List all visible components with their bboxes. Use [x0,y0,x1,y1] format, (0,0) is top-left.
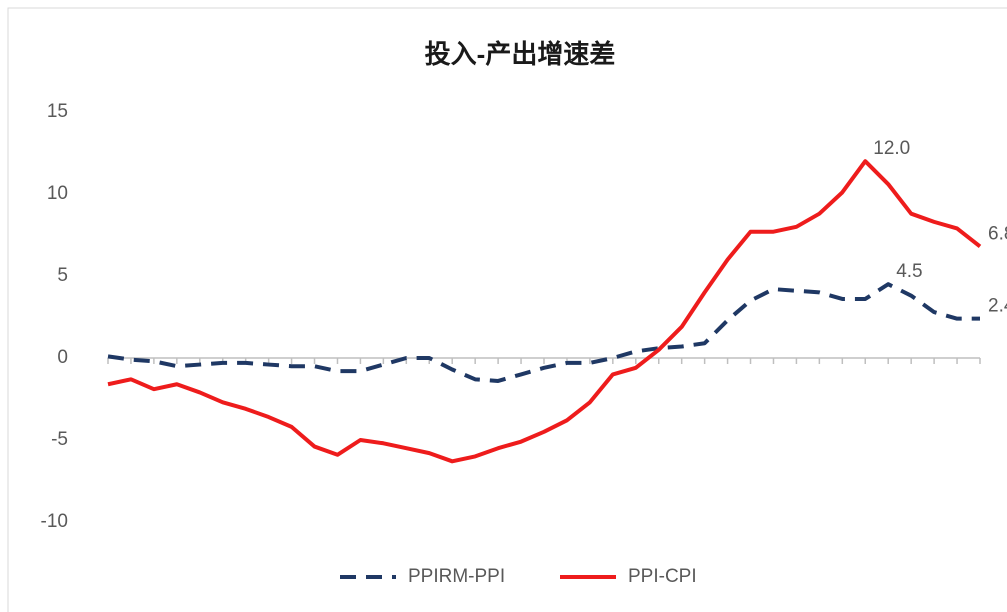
y-tick-label: 15 [47,101,68,122]
data-label: 2.4 [988,296,1007,317]
chart-title: 投入-产出增速差 [425,39,616,69]
legend-label: PPIRM-PPI [408,566,505,587]
data-label: 4.5 [896,261,922,282]
chart-border [7,7,1007,612]
data-label: 12.0 [873,138,910,159]
y-tick-label: 0 [57,347,68,368]
y-tick-label: -10 [41,511,68,532]
y-tick-label: 5 [57,265,68,286]
data-label: 6.8 [988,223,1007,244]
y-tick-label: 10 [47,183,68,204]
legend-label: PPI-CPI [628,566,697,587]
y-tick-label: -5 [51,429,68,450]
series-line [107,282,980,383]
series-line [107,159,982,464]
